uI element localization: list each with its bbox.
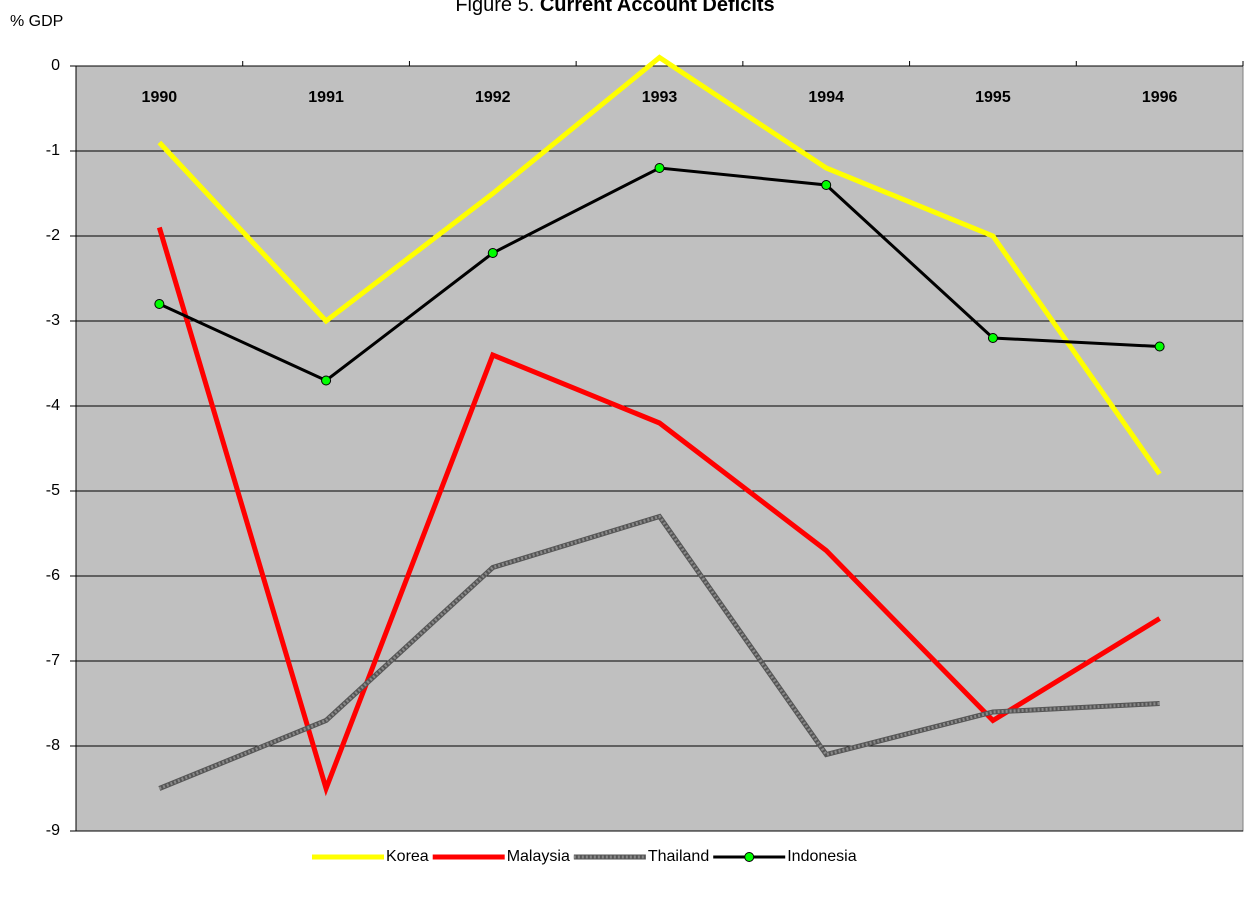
y-tick-label: -5 <box>46 482 60 499</box>
y-tick-label: -2 <box>46 227 60 244</box>
y-tick-label: -3 <box>46 312 60 329</box>
x-tick-label: 1994 <box>808 89 844 106</box>
legend-label: Malaysia <box>507 848 570 865</box>
y-tick-label: -4 <box>46 397 60 414</box>
x-tick-label: 1995 <box>975 89 1011 106</box>
series-line <box>156 226 1161 797</box>
y-tick-label: -9 <box>46 822 60 839</box>
y-tick-label: 0 <box>51 57 60 74</box>
y-tick-label: -8 <box>46 737 60 754</box>
data-point <box>154 299 165 309</box>
data-point <box>821 180 832 190</box>
series-line-stripes <box>158 514 1160 790</box>
data-point <box>987 333 998 343</box>
y-tick-label: -1 <box>46 142 60 159</box>
legend-label: Thailand <box>648 848 709 865</box>
x-tick-label: 1992 <box>475 89 511 106</box>
legend-marker <box>744 852 755 862</box>
chart-title: Figure 5. Current Account Deficits <box>455 0 774 16</box>
y-tick-label: -7 <box>46 652 60 669</box>
y-axis-label: % GDP <box>10 13 63 30</box>
plot-area <box>75 65 1244 832</box>
data-point <box>487 248 498 258</box>
series-line <box>157 54 1162 476</box>
data-point <box>1154 341 1165 352</box>
legend-label: Indonesia <box>787 848 856 865</box>
title-main: Current Account Deficits <box>540 0 775 16</box>
data-point <box>654 163 665 173</box>
x-tick-label: 1996 <box>1142 89 1178 106</box>
title-prefix: Figure 5. <box>455 0 534 16</box>
data-point <box>321 375 332 386</box>
legend-label: Korea <box>386 848 429 865</box>
x-tick-label: 1991 <box>308 89 344 106</box>
y-tick-label: -6 <box>46 567 60 584</box>
x-tick-label: 1993 <box>642 89 678 106</box>
x-tick-label: 1990 <box>142 89 178 106</box>
